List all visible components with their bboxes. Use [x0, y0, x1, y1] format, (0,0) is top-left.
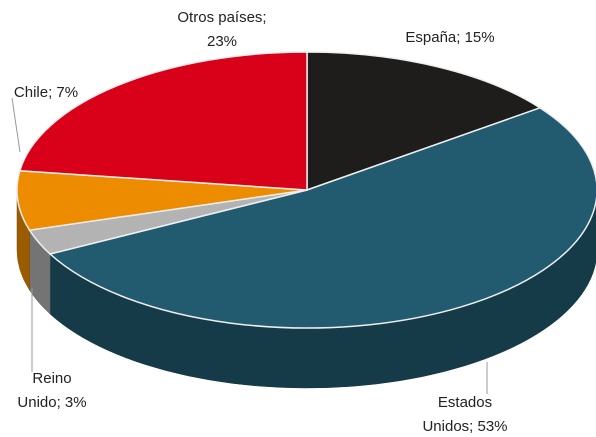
- data-label-line: Unido; 3%: [17, 394, 86, 411]
- data-label-line: Reino: [32, 370, 71, 387]
- data-label-line: España; 15%: [405, 29, 494, 46]
- pie-slice: [48, 107, 596, 329]
- pie-slice: [18, 51, 308, 191]
- data-label-line: Chile; 7%: [14, 84, 78, 101]
- pie-slice: [306, 51, 542, 192]
- leader-line: [11, 97, 21, 153]
- data-label-line: Estados: [438, 394, 492, 411]
- data-label: Otros países; 23%: [177, 9, 266, 50]
- data-label: Chile; 7%: [14, 84, 78, 101]
- data-label: Reino Unido; 3%: [17, 370, 86, 411]
- data-label: Estados Unidos; 53%: [422, 394, 507, 435]
- data-label-line: Otros países;: [177, 9, 266, 26]
- data-label-line: 23%: [207, 33, 237, 50]
- data-label: España; 15%: [405, 29, 494, 46]
- data-label-line: Unidos; 53%: [422, 418, 507, 435]
